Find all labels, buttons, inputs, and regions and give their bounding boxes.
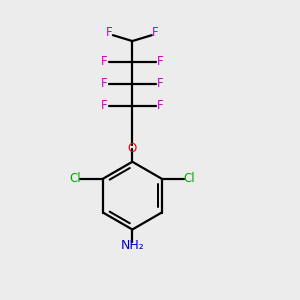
Text: F: F bbox=[101, 99, 108, 112]
Text: F: F bbox=[157, 99, 164, 112]
Text: F: F bbox=[152, 26, 159, 39]
Text: F: F bbox=[106, 26, 113, 39]
Text: F: F bbox=[101, 77, 108, 90]
Text: NH₂: NH₂ bbox=[121, 239, 144, 252]
Text: Cl: Cl bbox=[184, 172, 195, 185]
Text: F: F bbox=[157, 77, 164, 90]
Text: O: O bbox=[128, 142, 137, 155]
Text: Cl: Cl bbox=[69, 172, 81, 185]
Text: F: F bbox=[101, 55, 108, 68]
Text: F: F bbox=[157, 55, 164, 68]
